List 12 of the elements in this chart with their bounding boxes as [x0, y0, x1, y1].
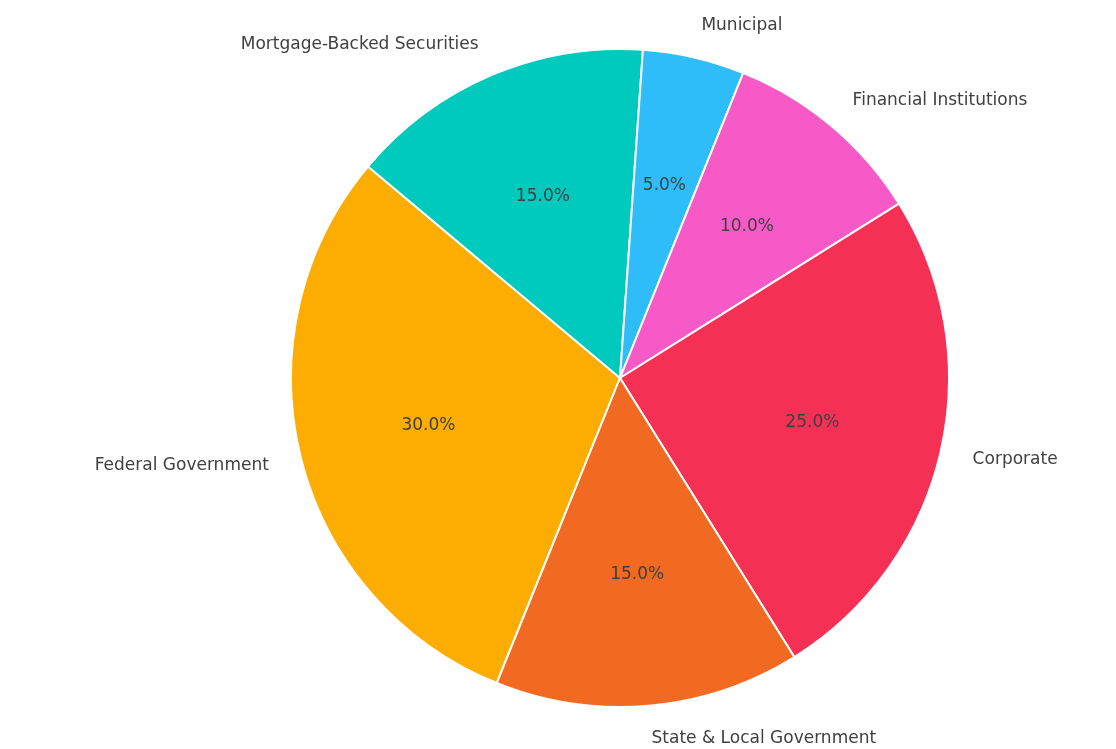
slice-label: Financial Institutions: [852, 89, 1028, 110]
data-label: 25.0%: [785, 410, 840, 431]
data-label: 15.0%: [610, 563, 665, 584]
data-label: 15.0%: [515, 184, 570, 205]
slice-label: Corporate: [972, 447, 1058, 468]
data-label: 10.0%: [719, 215, 774, 236]
slice-label: Federal Government: [94, 453, 270, 474]
data-label: 30.0%: [401, 414, 456, 435]
slice-label: Municipal: [701, 13, 783, 34]
slice-label: Mortgage-Backed Securities: [240, 33, 479, 54]
data-label: 5.0%: [642, 174, 687, 195]
slice-label: State & Local Government: [651, 726, 877, 747]
